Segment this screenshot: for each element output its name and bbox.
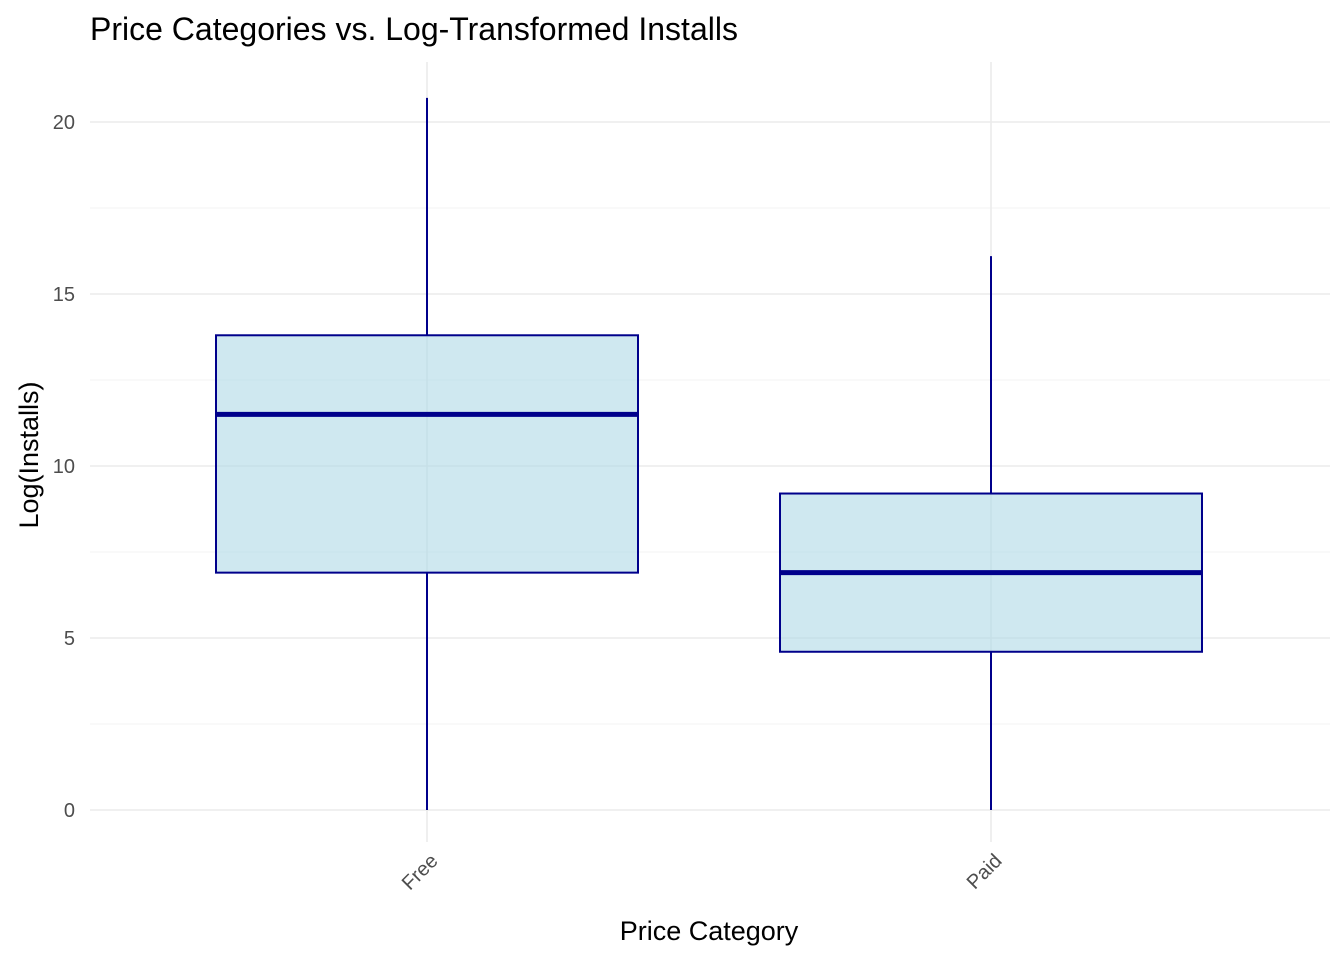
y-tick-label: 20 — [53, 112, 75, 134]
iqr-box — [215, 334, 639, 574]
x-tick-label: Paid — [963, 850, 1007, 894]
chart-title: Price Categories vs. Log-Transformed Ins… — [90, 11, 738, 47]
box-free — [215, 97, 639, 810]
x-tick-label: Free — [398, 850, 443, 895]
y-tick-label: 15 — [53, 284, 75, 306]
y-tick-label: 10 — [53, 456, 75, 478]
y-axis-ticks: 0 5 10 15 20 — [53, 112, 75, 822]
x-axis-ticks: Free Paid — [398, 850, 1007, 895]
boxes — [215, 97, 1203, 810]
y-axis-title: Log(Installs) — [14, 381, 44, 528]
box-paid — [779, 256, 1203, 810]
x-axis-title: Price Category — [620, 916, 799, 946]
y-tick-label: 0 — [64, 800, 75, 822]
y-tick-label: 5 — [64, 628, 75, 650]
